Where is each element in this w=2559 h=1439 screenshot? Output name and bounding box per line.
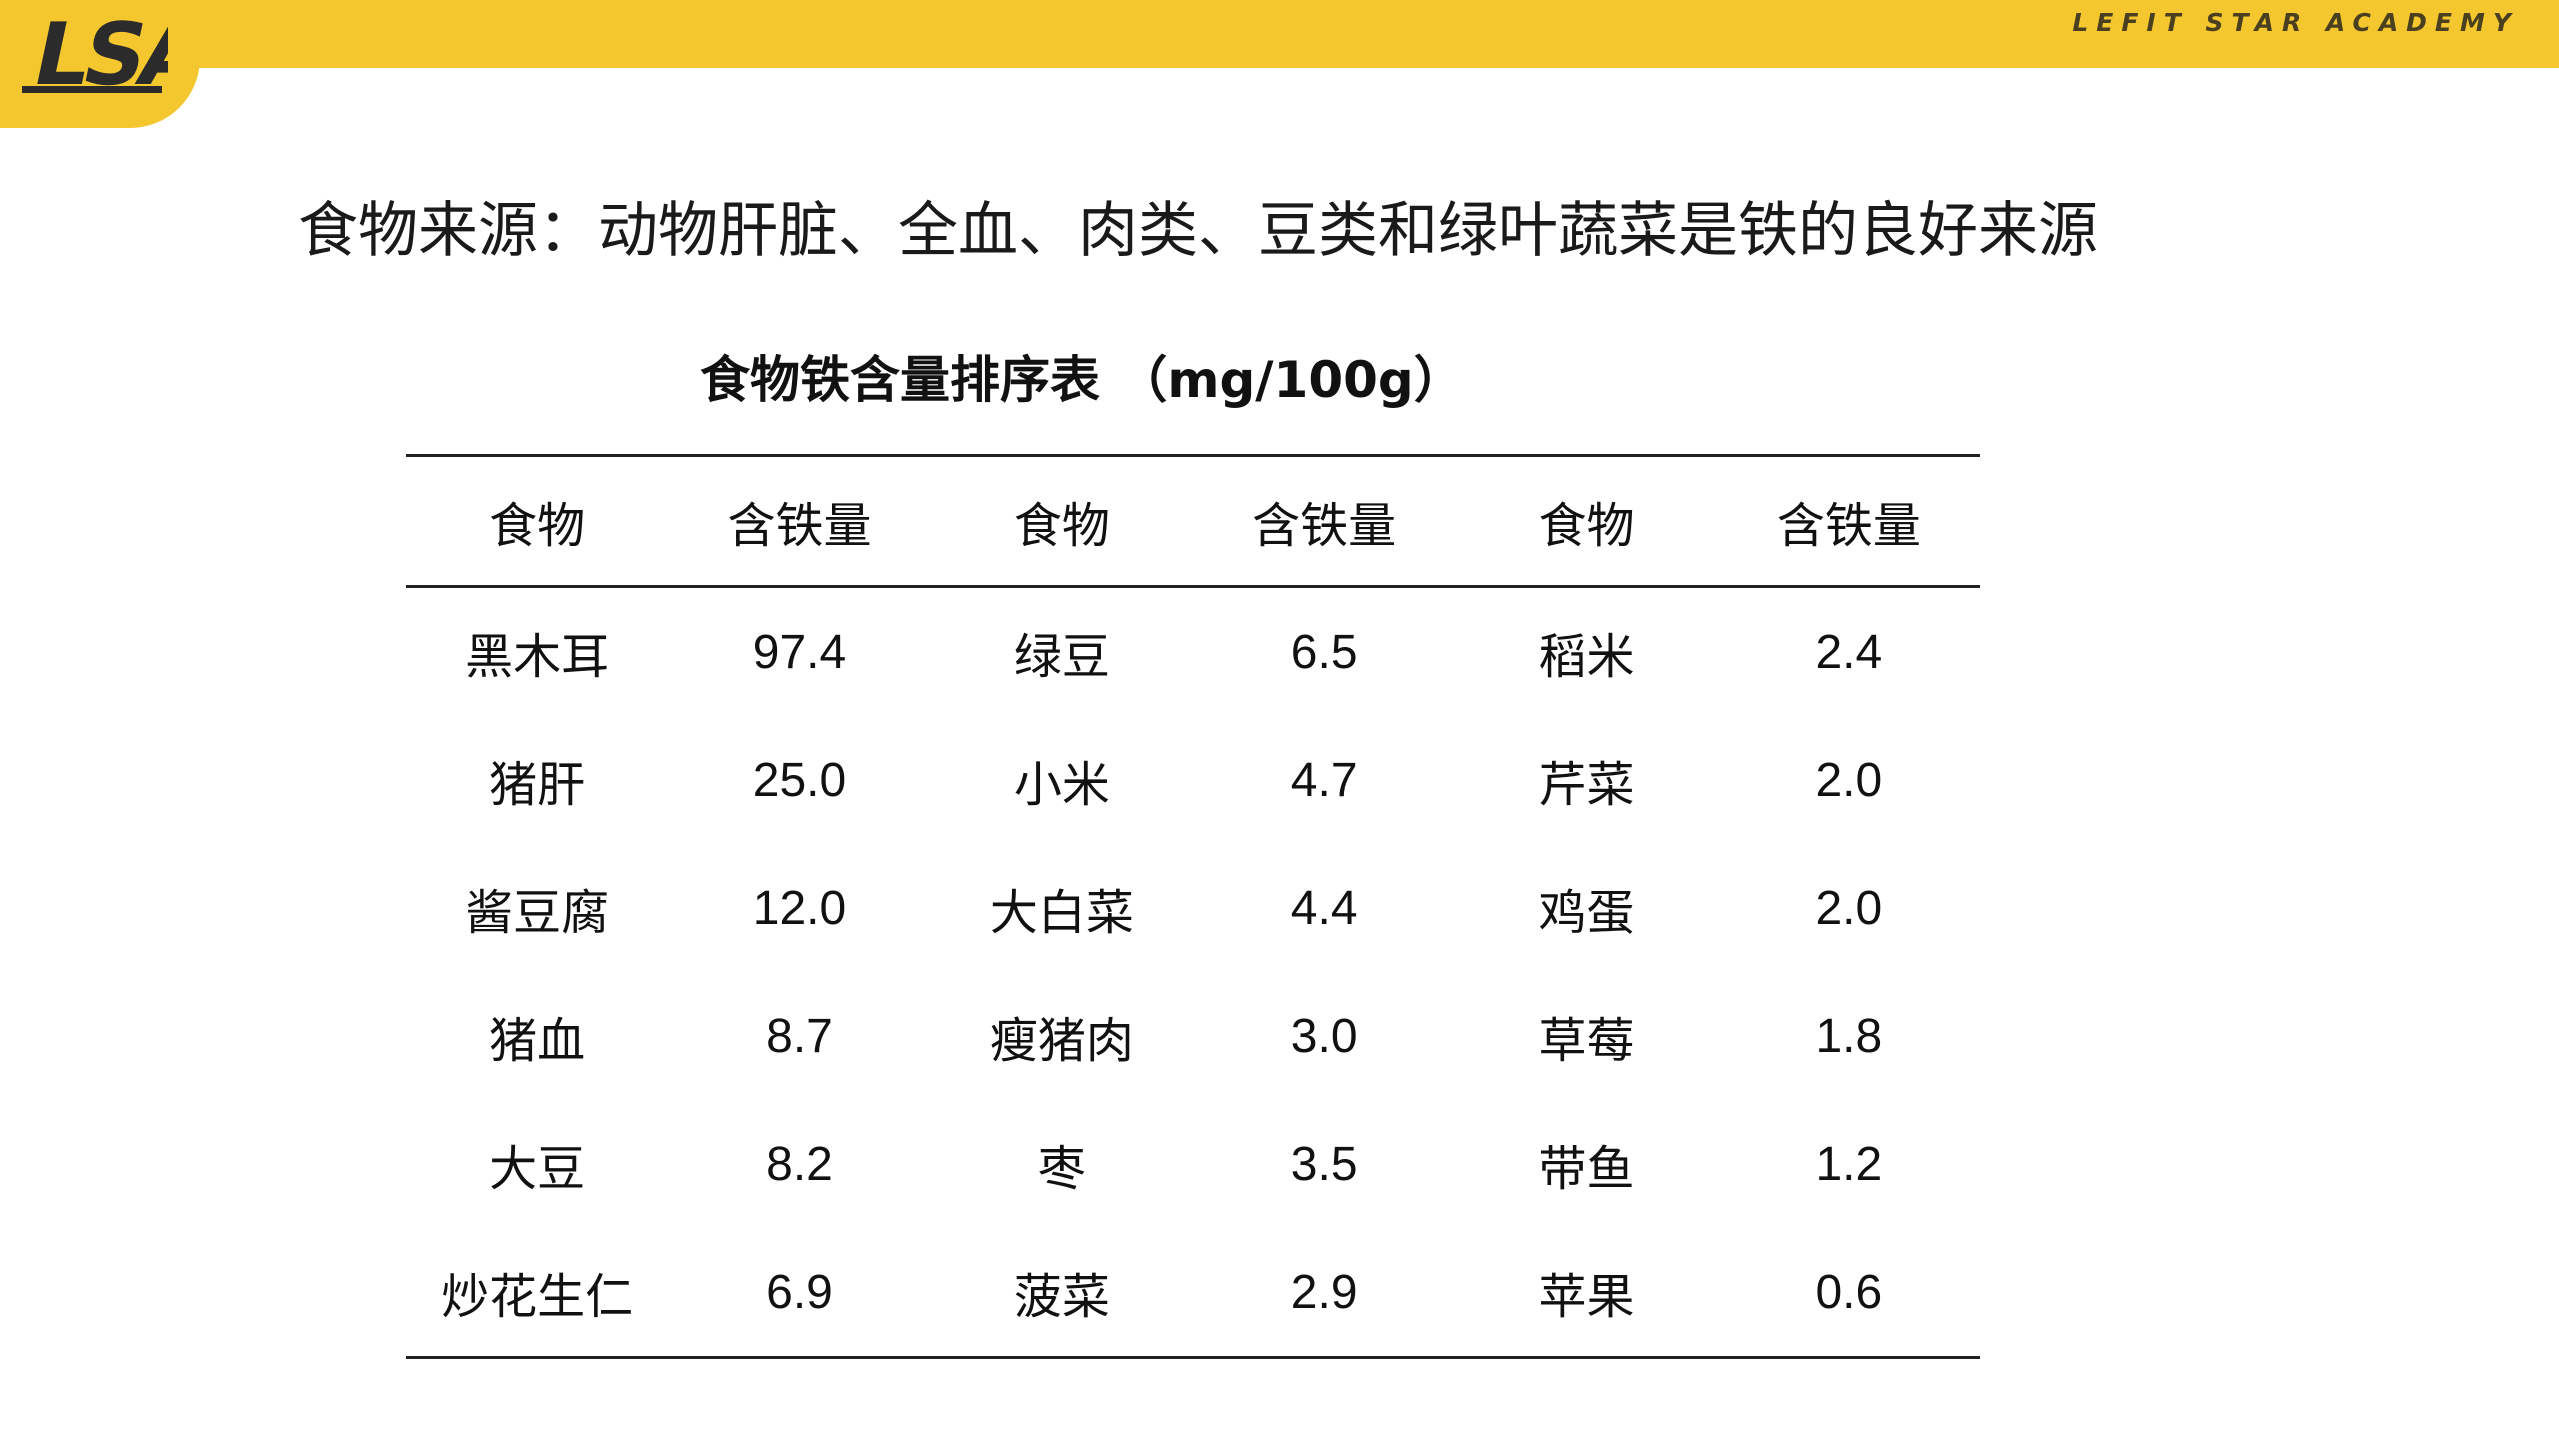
iron-value-cell: 6.9 [766, 1265, 833, 1319]
iron-value-cell: 97.4 [752, 625, 847, 679]
table-row: 猪肝 25.0 小米 4.7 芹菜 2.0 [406, 716, 1980, 844]
table-row: 炒花生仁 6.9 菠菜 2.9 苹果 0.6 [406, 1228, 1980, 1358]
svg-text:LSA: LSA [25, 6, 168, 98]
iron-value-cell: 3.0 [1290, 1009, 1358, 1063]
page-headline: 食物来源：动物肝脏、全血、肉类、豆类和绿叶蔬菜是铁的良好来源 [298, 196, 2098, 266]
food-cell: 苹果 [1538, 1269, 1635, 1325]
column-header-food: 食物 [1538, 498, 1635, 554]
food-cell: 酱豆腐 [465, 885, 610, 941]
food-cell: 黑木耳 [465, 629, 610, 685]
table-title: 食物铁含量排序表 （mg/100g） [700, 351, 1464, 409]
food-cell: 炒花生仁 [441, 1269, 634, 1325]
iron-value-cell: 2.0 [1815, 753, 1883, 807]
logo-tab: LSA [0, 0, 200, 128]
iron-value-cell: 4.4 [1290, 881, 1358, 935]
iron-content-table: 食物 含铁量 食物 含铁量 食物 含铁量 黑木耳 97.4 绿豆 6.5 稻米 … [406, 454, 1980, 1359]
food-cell: 大豆 [489, 1141, 586, 1197]
iron-value-cell: 0.6 [1815, 1265, 1883, 1319]
iron-value-cell: 25.0 [752, 753, 847, 807]
iron-value-cell: 2.9 [1290, 1265, 1358, 1319]
food-cell: 鸡蛋 [1538, 885, 1635, 941]
column-header-iron: 含铁量 [727, 498, 872, 554]
table-row: 黑木耳 97.4 绿豆 6.5 稻米 2.4 [406, 587, 1980, 717]
table-row: 猪血 8.7 瘦猪肉 3.0 草莓 1.8 [406, 972, 1980, 1100]
food-cell: 草莓 [1538, 1013, 1635, 1069]
academy-name: LEFIT STAR ACADEMY [2072, 8, 2519, 37]
table-row: 大豆 8.2 枣 3.5 带鱼 1.2 [406, 1100, 1980, 1228]
iron-value-cell: 1.8 [1815, 1009, 1883, 1063]
iron-value-cell: 12.0 [752, 881, 847, 935]
table-header-row: 食物 含铁量 食物 含铁量 食物 含铁量 [406, 455, 1980, 587]
food-cell: 芹菜 [1538, 757, 1635, 813]
iron-value-cell: 3.5 [1290, 1137, 1358, 1191]
food-cell: 稻米 [1538, 629, 1635, 685]
header-bar [0, 0, 2559, 68]
iron-value-cell: 8.2 [766, 1137, 833, 1191]
column-header-iron: 含铁量 [1776, 498, 1921, 554]
food-cell: 小米 [1013, 757, 1110, 813]
iron-value-cell: 6.5 [1290, 625, 1358, 679]
food-cell: 猪血 [489, 1013, 586, 1069]
iron-value-cell: 1.2 [1815, 1137, 1883, 1191]
iron-value-cell: 2.4 [1815, 625, 1883, 679]
iron-value-cell: 8.7 [766, 1009, 833, 1063]
column-header-food: 食物 [1013, 498, 1110, 554]
iron-value-cell: 2.0 [1815, 881, 1883, 935]
column-header-food: 食物 [489, 498, 586, 554]
iron-value-cell: 4.7 [1290, 753, 1358, 807]
column-header-iron: 含铁量 [1252, 498, 1397, 554]
food-cell: 大白菜 [989, 885, 1134, 941]
food-cell: 猪肝 [489, 757, 586, 813]
food-cell: 带鱼 [1538, 1141, 1635, 1197]
food-cell: 绿豆 [1013, 629, 1110, 685]
food-cell: 菠菜 [1013, 1269, 1110, 1325]
food-cell: 枣 [1037, 1141, 1086, 1197]
food-cell: 瘦猪肉 [989, 1013, 1134, 1069]
lsa-logo: LSA [22, 6, 168, 98]
table-row: 酱豆腐 12.0 大白菜 4.4 鸡蛋 2.0 [406, 844, 1980, 972]
